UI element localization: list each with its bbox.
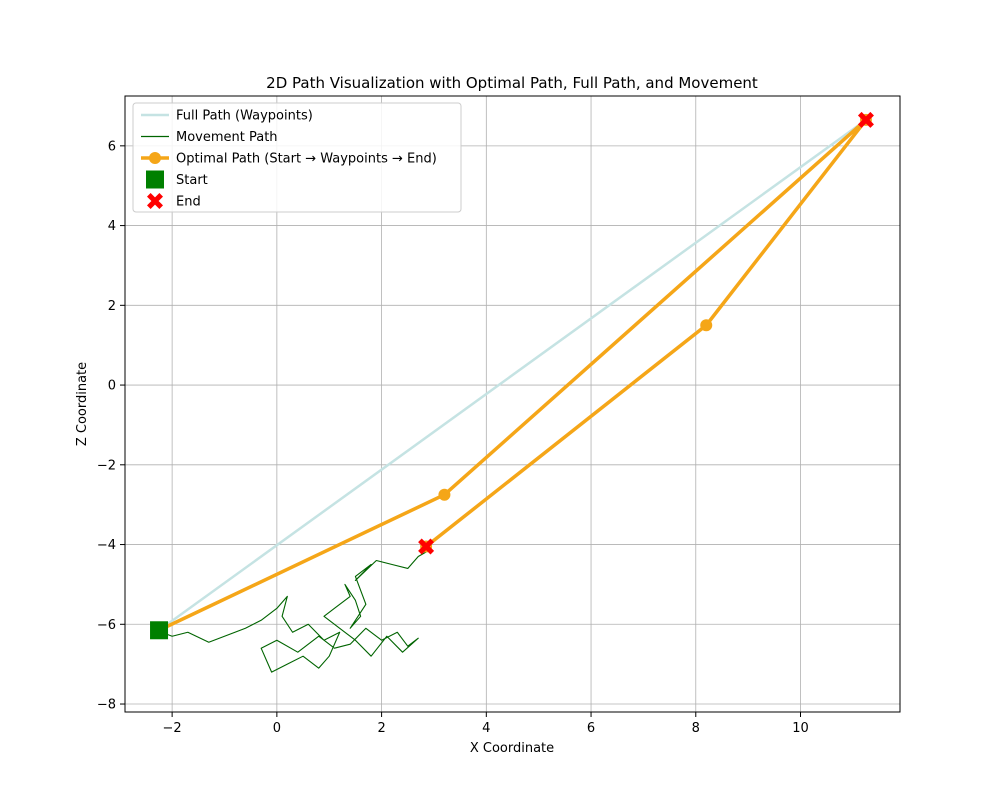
plot-frame (124, 95, 901, 713)
legend-swatch-marker (147, 193, 163, 209)
legend-label: Start (176, 173, 208, 188)
x-tick-label: 10 (792, 721, 809, 736)
legend-swatch-marker (149, 152, 161, 164)
series-layer (150, 111, 874, 673)
x-tick-label: −2 (163, 721, 182, 736)
end-marker (418, 538, 435, 555)
legend: Full Path (Waypoints) Movement Path Optima… (132, 102, 462, 213)
legend-box (132, 102, 462, 213)
y-tick-label: 2 (108, 299, 116, 314)
y-tick-label: −8 (97, 698, 116, 713)
legend-label: Full Path (Waypoints) (176, 109, 313, 124)
y-tick-label: 4 (108, 219, 116, 234)
y-tick-label: −4 (97, 538, 116, 553)
start-marker (150, 621, 169, 640)
optimal-path-point (438, 488, 451, 501)
legend-label: Optimal Path (Start → Waypoints → End) (176, 152, 437, 167)
y-tick-label: 0 (108, 379, 116, 394)
y-tick-label: −6 (97, 618, 116, 633)
x-axis-label: X Coordinate (470, 741, 554, 756)
legend-label: Movement Path (176, 130, 278, 145)
y-tick-label: 6 (108, 139, 116, 154)
x-tick-label: 4 (482, 721, 490, 736)
x-tick-label: 6 (587, 721, 595, 736)
ticks: −2 0 2 4 6 8 10 −8 −6 −4 −2 0 2 4 6 (97, 139, 809, 736)
end-marker (857, 111, 874, 128)
x-tick-label: 2 (377, 721, 385, 736)
legend-label: End (176, 195, 201, 210)
y-axis-label: Z Coordinate (75, 362, 90, 446)
movement-path-line (156, 550, 429, 673)
full-path-line (158, 118, 867, 632)
optimal-path-point (700, 319, 713, 332)
legend-swatch-marker (146, 170, 164, 189)
x-tick-label: 8 (692, 721, 700, 736)
x-tick-label: 0 (273, 721, 281, 736)
y-tick-label: −2 (97, 458, 116, 473)
chart-title: 2D Path Visualization with Optimal Path,… (266, 74, 758, 92)
